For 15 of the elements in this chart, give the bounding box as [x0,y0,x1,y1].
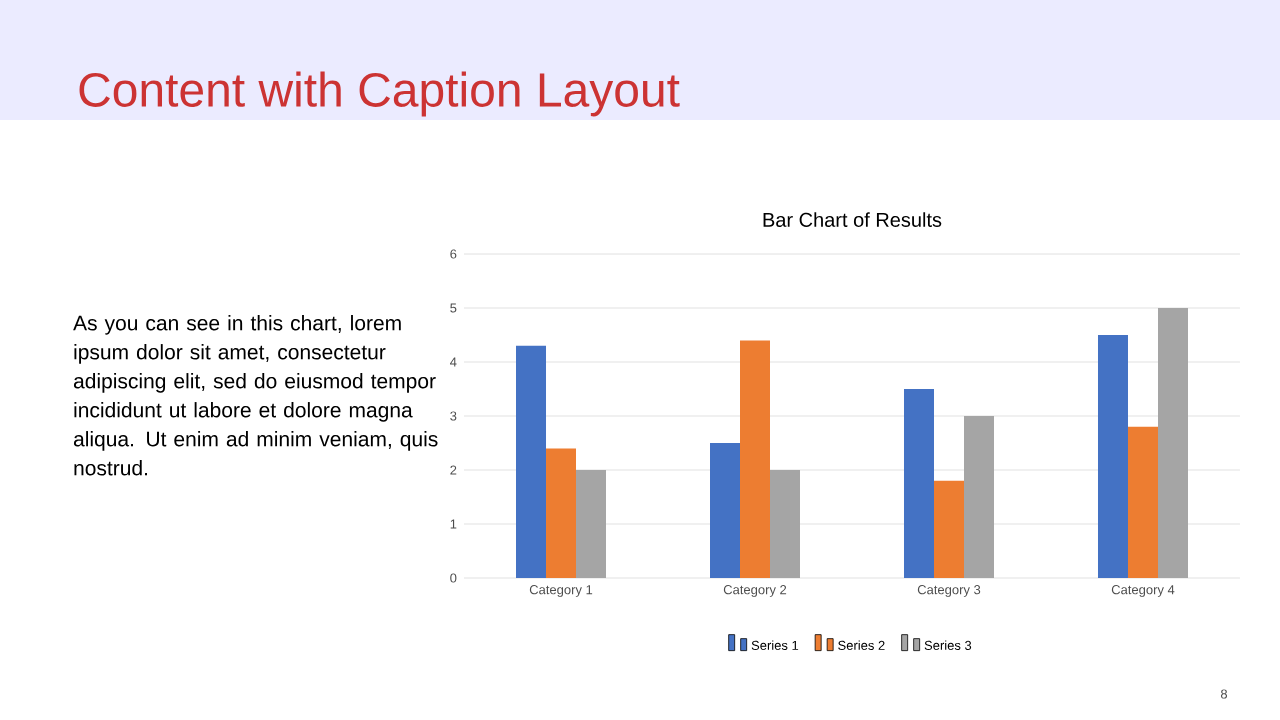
bar [1158,308,1188,578]
text: As you can see in this chart, lorem ipsum dolor sit amet, consectetur adipiscing elit, sed do eiusmod tempor incididunt ut labore et dolore magna aliqua. Ut enim ad minim veniam, quis nostrud. [73,315,438,476]
chart-title: Bar Chart of Results [763,212,942,227]
bar [770,470,800,578]
bar [576,470,607,578]
bar [546,448,576,578]
bar [516,345,547,578]
bar [710,443,740,578]
bar [1097,335,1128,578]
bar [904,389,934,578]
bar [740,340,770,578]
bar [964,416,994,578]
text: Content with Caption Layout [79,71,680,117]
bar [934,480,964,578]
bar [1128,426,1158,578]
